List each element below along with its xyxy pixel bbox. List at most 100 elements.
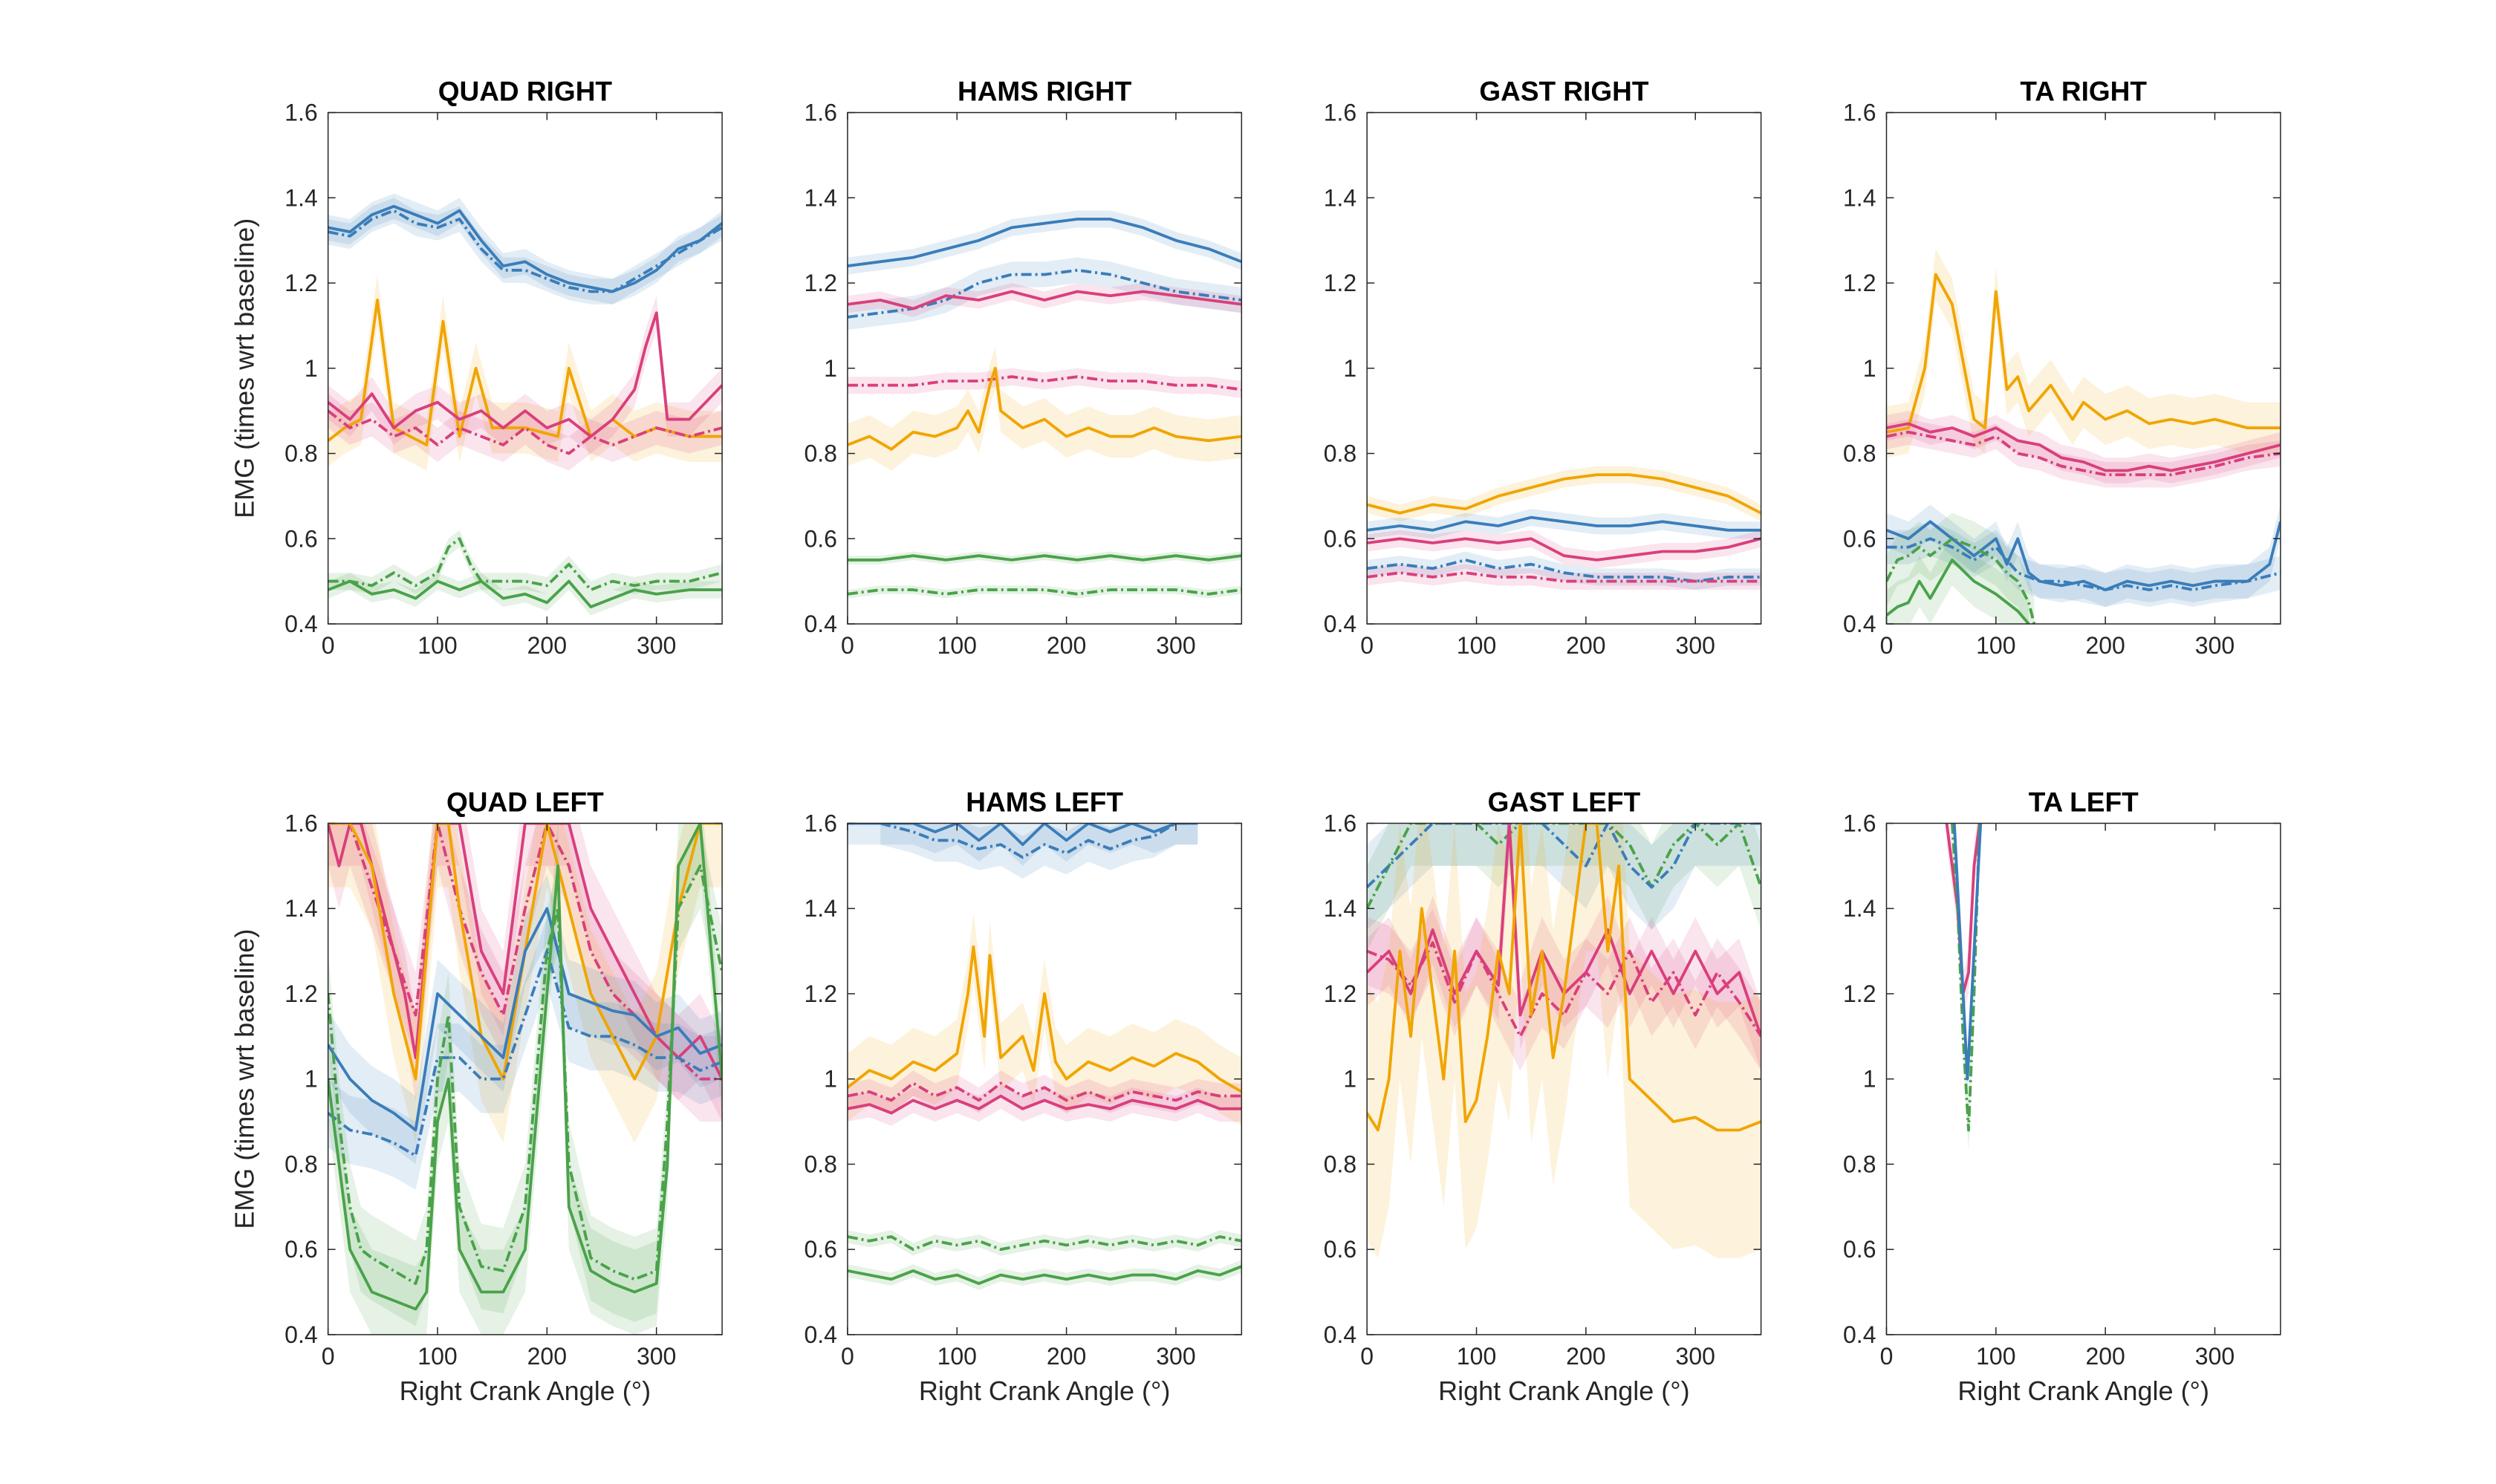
y-tick-label: 1 <box>1863 355 1876 382</box>
y-tick-label: 0.8 <box>804 1151 836 1177</box>
x-tick-label: 100 <box>937 1343 977 1370</box>
x-tick-label: 0 <box>1880 1343 1894 1370</box>
y-tick-label: 1.6 <box>1324 100 1356 126</box>
x-tick-label: 0 <box>841 632 854 659</box>
x-tick-label: 200 <box>1566 632 1605 659</box>
panel-title: TA LEFT <box>2029 787 2139 817</box>
band-blue-solid <box>1367 509 1761 539</box>
band-blue-dashed <box>880 823 1198 879</box>
plot-area <box>1367 112 1761 624</box>
y-tick-label: 0.4 <box>1843 611 1876 637</box>
series-line-blue-solid <box>847 218 1242 268</box>
band-pink-solid <box>328 296 723 454</box>
y-tick-label: 1.2 <box>1324 980 1356 1007</box>
plot-area <box>1367 823 1761 1335</box>
series-line-orange-solid <box>847 945 1242 1093</box>
y-tick-label: 0.6 <box>804 1236 836 1263</box>
series-line-orange-solid <box>847 366 1242 451</box>
series-line-blue-dashed <box>880 823 1198 859</box>
x-tick-label: 200 <box>527 1343 567 1370</box>
y-tick-label: 0.8 <box>804 440 836 467</box>
y-tick-label: 1 <box>1343 355 1356 382</box>
band-pink-dashed <box>847 368 1242 398</box>
y-tick-label: 1 <box>824 1066 837 1093</box>
y-tick-label: 1 <box>305 1066 318 1093</box>
y-tick-label: 1.4 <box>1324 895 1356 922</box>
y-axis-label: EMG (times wrt baseline) <box>230 218 260 518</box>
y-tick-label: 0.8 <box>1843 440 1876 467</box>
plot-series <box>847 210 1242 599</box>
y-tick-label: 1 <box>305 355 318 382</box>
plot-series <box>1367 466 1761 590</box>
x-tick-label: 100 <box>1457 632 1496 659</box>
band-green-dashed <box>328 823 723 1327</box>
y-tick-label: 1 <box>824 355 837 382</box>
series-line-pink-solid <box>328 311 723 438</box>
series-line-blue-dashed <box>328 949 723 1157</box>
band-pink-solid <box>1367 823 1761 1071</box>
band-blue-solid <box>328 874 723 1165</box>
y-tick-label: 1.2 <box>1843 980 1876 1007</box>
plot-area <box>328 112 723 624</box>
y-tick-label: 0.4 <box>1324 611 1356 637</box>
y-tick-label: 1.2 <box>1843 270 1876 296</box>
series-line-green-dashed <box>328 864 723 1286</box>
y-tick-label: 1.4 <box>285 895 317 922</box>
y-tick-label: 1.6 <box>285 100 317 126</box>
x-tick-label: 0 <box>1360 632 1374 659</box>
y-tick-label: 0.6 <box>1843 525 1876 552</box>
y-tick-label: 1 <box>1343 1066 1356 1093</box>
plot-area <box>1886 823 2281 1335</box>
y-tick-label: 0.8 <box>1324 440 1356 467</box>
y-tick-label: 0.4 <box>1324 1321 1356 1348</box>
panel-ta-left: 0 100 200 300 0.4 0.6 0.8 1 1.2 1.4 1.6 TA LEFT Righ… <box>1843 787 2281 1406</box>
y-tick-label: 1.4 <box>804 184 836 211</box>
series-line-blue-solid <box>328 204 723 293</box>
y-tick-label: 1.6 <box>804 100 836 126</box>
band-orange-solid <box>1367 823 1761 1258</box>
x-tick-label: 200 <box>1047 632 1086 659</box>
series-line-blue-solid <box>1886 520 2281 592</box>
y-tick-label: 1 <box>1863 1066 1876 1093</box>
x-tick-label: 200 <box>1566 1343 1605 1370</box>
y-tick-label: 0.6 <box>285 525 317 552</box>
panel-quad-right: 0 100 200 300 0.4 0.6 0.8 1 1.2 1.4 1.6 QUAD RIGHT E… <box>230 77 723 659</box>
series-line-green-dashed <box>847 1235 1242 1252</box>
band-blue-dashed <box>847 257 1242 331</box>
series-line-blue-solid <box>328 907 723 1132</box>
x-tick-label: 200 <box>2085 1343 2125 1370</box>
y-tick-label: 0.6 <box>804 525 836 552</box>
y-tick-label: 0.8 <box>1324 1151 1356 1177</box>
series-line-pink-solid <box>847 290 1242 310</box>
y-tick-label: 0.4 <box>285 611 317 637</box>
panel-title: GAST LEFT <box>1488 787 1641 817</box>
series-line-pink-dashed <box>847 375 1242 391</box>
x-tick-label: 300 <box>2195 1343 2235 1370</box>
panel-title: QUAD LEFT <box>446 787 604 817</box>
y-tick-label: 1.4 <box>804 895 836 922</box>
series-line-pink-solid <box>1886 422 2281 472</box>
x-axis-label: Right Crank Angle (°) <box>1957 1376 2209 1406</box>
y-tick-label: 0.4 <box>285 1321 317 1348</box>
panel-ta-right: 0 100 200 300 0.4 0.6 0.8 1 1.2 1.4 1.6 TA RIGHT <box>1843 77 2281 659</box>
y-tick-label: 0.6 <box>1324 525 1356 552</box>
panel-gast-left: 0 100 200 300 0.4 0.6 0.8 1 1.2 1.4 1.6 GAST LEFT Ri… <box>1324 787 1762 1406</box>
series-line-pink-solid <box>1367 823 1761 1037</box>
plot-series <box>1886 249 2281 624</box>
series-line-green-solid <box>328 823 723 1311</box>
panel-title: HAMS LEFT <box>966 787 1123 817</box>
series-line-pink-dashed <box>328 823 723 1081</box>
series-line-orange-solid <box>328 299 723 446</box>
x-tick-label: 200 <box>2085 632 2125 659</box>
series-line-pink-dashed <box>847 1081 1242 1102</box>
plot-series <box>847 823 1242 1290</box>
series-line-green-dashed <box>328 537 723 592</box>
series-line-orange-solid <box>1886 273 2281 434</box>
series-line-pink-solid <box>1367 537 1761 562</box>
panel-title: QUAD RIGHT <box>438 77 613 107</box>
band-pink-dashed <box>328 823 723 1122</box>
y-tick-label: 1.4 <box>1843 184 1876 211</box>
y-tick-label: 0.8 <box>1843 1151 1876 1177</box>
y-tick-label: 1.6 <box>285 810 317 836</box>
